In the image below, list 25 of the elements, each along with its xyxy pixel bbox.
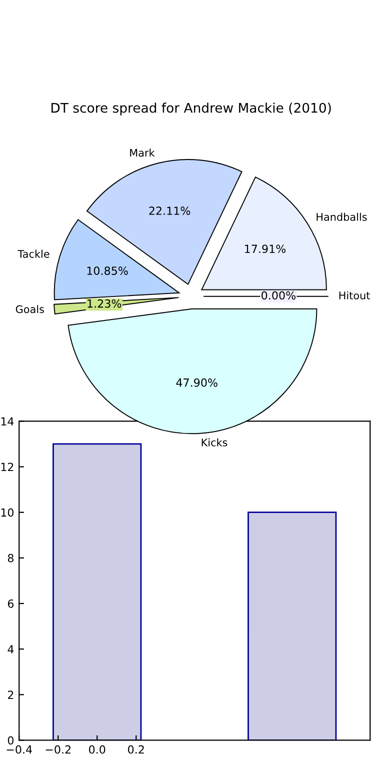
- text: 0.00%: [262, 291, 296, 300]
- slice-label: Handballs: [316, 212, 367, 221]
- y-tick-label: 14: [1, 417, 14, 426]
- data-label: 10.85%: [87, 266, 128, 275]
- data-label: 47.90%: [176, 378, 218, 387]
- chart-title: DT score spread for Andrew Mackie (2010): [52, 102, 331, 116]
- y-tick-label: 6: [8, 599, 14, 608]
- x-tick-label: 0.0: [89, 745, 106, 754]
- y-tick-label: 2: [8, 690, 14, 699]
- y-tick-label: 12: [1, 462, 14, 471]
- slice-label: Mark: [130, 148, 155, 157]
- data-label: 17.91%: [245, 244, 286, 254]
- data-label: 22.11%: [149, 206, 190, 215]
- slice-label: Goals: [16, 305, 44, 314]
- y-tick-label: 10: [1, 508, 14, 517]
- slice-label: Kicks: [202, 438, 228, 446]
- x-tick-label: −0.2: [46, 745, 70, 754]
- data-label: 1.23%: [88, 299, 122, 308]
- slice-label: Tackle: [18, 250, 50, 258]
- x-tick-label: −0.4: [6, 745, 32, 754]
- y-tick-label: 8: [8, 554, 14, 562]
- y-tick-label: 4: [8, 645, 14, 654]
- x-tick-label: 0.2: [128, 745, 144, 754]
- y-tick-label: 0: [8, 736, 14, 745]
- category-label: Hitout: [339, 291, 370, 300]
